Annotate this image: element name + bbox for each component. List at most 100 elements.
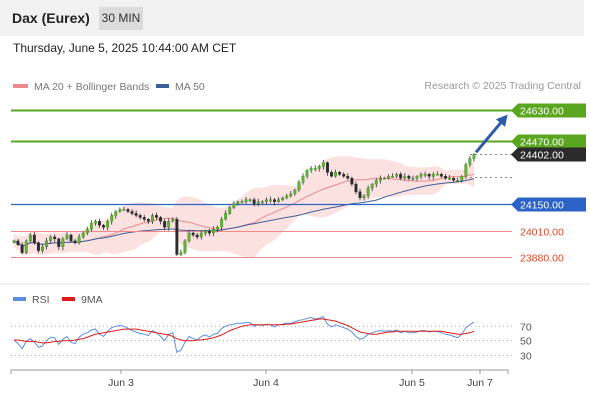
candle-body bbox=[407, 176, 411, 179]
candle-body bbox=[24, 240, 28, 253]
candle-body bbox=[216, 226, 220, 230]
candle bbox=[346, 173, 350, 181]
candle bbox=[391, 173, 394, 178]
candle bbox=[61, 236, 65, 251]
candle-body bbox=[167, 221, 171, 228]
candle-body bbox=[85, 228, 89, 234]
candle-body bbox=[435, 174, 439, 176]
candle-body bbox=[313, 168, 317, 170]
candle-body bbox=[191, 232, 195, 236]
legend-ma50: MA 50 bbox=[156, 80, 205, 94]
candle bbox=[248, 198, 252, 203]
candle bbox=[435, 171, 439, 176]
candle-body bbox=[293, 189, 297, 195]
candle bbox=[167, 218, 171, 231]
candle-body bbox=[399, 174, 403, 179]
candle-body bbox=[81, 232, 85, 238]
rsi-ma-line bbox=[14, 318, 475, 344]
legend-rsi-ma: 9MA bbox=[62, 293, 103, 307]
candle-body bbox=[281, 197, 285, 201]
candle bbox=[305, 168, 309, 179]
candle bbox=[285, 193, 289, 200]
candle-body bbox=[240, 201, 244, 203]
candle-body bbox=[37, 242, 40, 251]
candle-body bbox=[387, 176, 390, 179]
candle-body bbox=[273, 199, 276, 202]
candle bbox=[142, 214, 146, 222]
candle bbox=[297, 179, 301, 193]
candle bbox=[387, 174, 390, 180]
candle bbox=[419, 172, 423, 180]
candle-body bbox=[301, 176, 305, 183]
candle bbox=[256, 198, 260, 207]
candle bbox=[53, 234, 57, 243]
candle-body bbox=[297, 181, 301, 191]
candle bbox=[175, 216, 179, 256]
candle-body bbox=[321, 162, 325, 167]
candle-body bbox=[391, 176, 394, 178]
candle-body bbox=[179, 252, 183, 255]
bollinger-band bbox=[14, 156, 474, 258]
candle-body bbox=[260, 201, 264, 203]
candle bbox=[411, 175, 415, 181]
candle bbox=[16, 238, 20, 247]
ma50-swatch bbox=[156, 84, 169, 89]
x-label: Jun 5 bbox=[399, 377, 425, 389]
candle-body bbox=[106, 221, 110, 228]
candle bbox=[171, 217, 175, 223]
candle bbox=[24, 239, 28, 255]
candle bbox=[203, 229, 207, 236]
candle-body bbox=[358, 191, 362, 198]
candle-body bbox=[32, 234, 36, 244]
candle bbox=[130, 209, 134, 216]
candle bbox=[85, 226, 89, 236]
title-bar: Dax (Eurex) 30 MIN bbox=[0, 0, 584, 36]
candle-body bbox=[334, 172, 337, 177]
candle bbox=[313, 165, 317, 172]
candle bbox=[191, 231, 195, 238]
candle bbox=[195, 233, 199, 240]
candle-body bbox=[256, 201, 260, 204]
candle-body bbox=[73, 240, 77, 244]
candle bbox=[236, 200, 240, 206]
candle bbox=[114, 210, 118, 219]
candle-body bbox=[456, 179, 460, 182]
candle bbox=[366, 185, 370, 199]
candle-body bbox=[142, 217, 146, 220]
candle-body bbox=[69, 234, 73, 242]
candle-body bbox=[444, 176, 447, 179]
candle-body bbox=[16, 240, 20, 245]
candle bbox=[383, 176, 386, 180]
candle-body bbox=[415, 176, 419, 179]
interval-button[interactable]: 30 MIN bbox=[99, 7, 143, 30]
candle bbox=[126, 207, 130, 214]
legend-rsi: RSI bbox=[13, 293, 50, 307]
candle-body bbox=[309, 168, 313, 171]
candle bbox=[362, 194, 366, 201]
candle bbox=[468, 155, 472, 168]
candle bbox=[93, 219, 97, 226]
candle bbox=[289, 191, 293, 198]
candle-body bbox=[175, 219, 179, 255]
candle bbox=[301, 173, 305, 185]
candle bbox=[118, 207, 122, 213]
candle-body bbox=[464, 164, 468, 177]
candle-body bbox=[41, 246, 44, 251]
candle bbox=[277, 197, 280, 203]
candle-body bbox=[159, 217, 163, 222]
candle bbox=[41, 244, 44, 254]
candle-body bbox=[269, 199, 272, 201]
candle bbox=[211, 226, 215, 237]
candle-body bbox=[126, 209, 130, 212]
forecast-arrow-shaft bbox=[474, 116, 507, 154]
candle bbox=[439, 172, 443, 178]
candle-body bbox=[419, 174, 423, 177]
candle-body bbox=[118, 209, 122, 212]
candle-body bbox=[452, 177, 456, 181]
candle-body bbox=[374, 179, 378, 185]
candle bbox=[244, 197, 248, 204]
candle-body bbox=[224, 213, 228, 220]
candle bbox=[448, 175, 451, 180]
candle-body bbox=[187, 232, 191, 242]
candle-body bbox=[77, 236, 81, 243]
